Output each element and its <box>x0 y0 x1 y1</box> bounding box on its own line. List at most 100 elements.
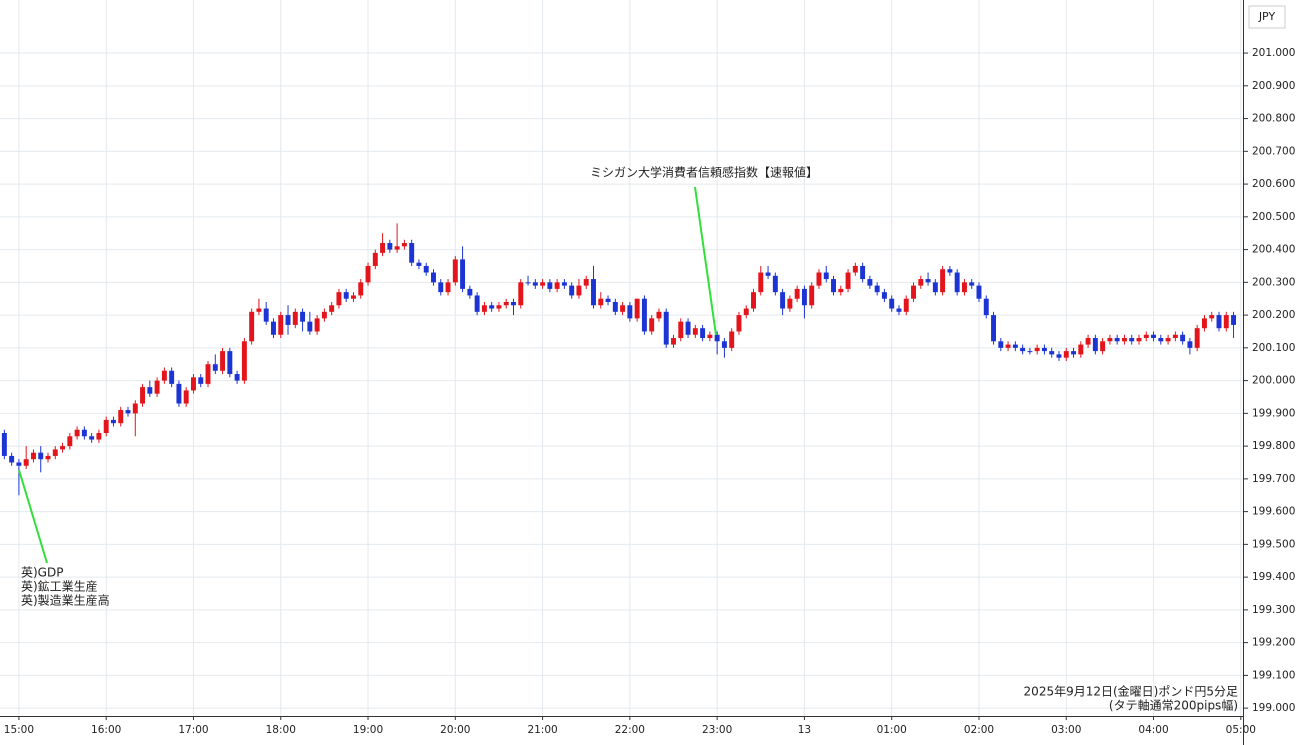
candle-body <box>1231 315 1237 325</box>
candle-body <box>540 282 546 286</box>
candle-body <box>198 377 204 384</box>
candle-body <box>911 285 916 299</box>
annotation-text: 英)GDP <box>21 566 63 580</box>
candle-body <box>881 292 887 299</box>
candle-body <box>721 341 727 348</box>
candle-body <box>889 298 895 309</box>
candle-body <box>1165 338 1171 342</box>
candle-body <box>991 315 997 342</box>
candle-body <box>518 282 524 306</box>
candle-body <box>932 282 938 293</box>
candle-body <box>263 308 269 322</box>
y-tick-label: 200.200 <box>1252 309 1295 321</box>
candle-body <box>89 436 95 440</box>
candle-body <box>416 262 422 266</box>
candle-body <box>649 318 655 332</box>
candle-body <box>220 351 226 371</box>
y-tick-label: 199.000 <box>1252 702 1295 714</box>
candle-body <box>678 321 684 339</box>
candle-body <box>125 410 131 414</box>
candle-body <box>387 243 393 250</box>
candle-body <box>896 308 902 312</box>
candle-body <box>1180 334 1186 342</box>
candle-body <box>1056 354 1062 358</box>
candle-body <box>190 377 196 391</box>
candle-body <box>729 331 735 348</box>
candle-body <box>801 288 807 306</box>
candle-body <box>16 462 22 466</box>
candle-body <box>598 298 604 306</box>
candle-body <box>903 298 909 312</box>
candle-body <box>612 301 618 312</box>
candle-body <box>547 282 553 289</box>
candle-body <box>961 282 967 293</box>
y-tick-label: 200.000 <box>1252 375 1295 387</box>
candle-body <box>1092 338 1098 352</box>
candle-body <box>118 410 124 424</box>
candle-body <box>605 298 611 302</box>
candle-body <box>9 455 15 463</box>
x-tick-label: 15:00 <box>4 724 34 736</box>
candle-body <box>60 446 66 450</box>
candle-body <box>132 403 138 414</box>
candle-body <box>467 288 473 296</box>
candle-body <box>685 321 691 335</box>
x-tick-label: 16:00 <box>91 724 121 736</box>
x-tick-label: 22:00 <box>615 724 645 736</box>
candle-body <box>271 321 276 335</box>
candle-body <box>372 252 378 266</box>
candle-body <box>212 364 218 371</box>
candle-body <box>532 282 538 286</box>
y-tick-label: 200.700 <box>1252 145 1295 157</box>
candle-body <box>772 275 778 293</box>
candle-body <box>634 298 640 319</box>
candle-body <box>983 298 989 316</box>
candle-body <box>758 272 764 293</box>
candle-body <box>351 295 356 299</box>
candle-body <box>1209 315 1215 319</box>
candle-body <box>641 298 647 332</box>
candle-body <box>867 279 873 286</box>
candle-body <box>554 282 560 289</box>
candle-body <box>874 285 880 293</box>
candle-body <box>845 272 851 289</box>
candles <box>1 223 1237 496</box>
candle-body <box>183 390 189 404</box>
x-tick-label: 17:00 <box>178 724 208 736</box>
candle-body <box>380 243 386 253</box>
candle-body <box>925 279 931 283</box>
candle-body <box>431 272 436 283</box>
candle-body <box>947 269 953 273</box>
candle-body <box>1020 347 1026 352</box>
candle-body <box>205 364 211 384</box>
annotation-text: ミシガン大学消費者信頼感指数【速報値】 <box>590 165 818 180</box>
y-tick-label: 199.500 <box>1252 538 1295 550</box>
candle-body <box>1034 347 1040 352</box>
annotation-pointer <box>694 186 717 336</box>
candle-body <box>110 419 116 424</box>
candle-body <box>140 387 146 404</box>
y-tick-label: 200.900 <box>1252 80 1295 92</box>
candle-body <box>474 295 480 312</box>
candle-body <box>74 429 80 437</box>
candle-body <box>671 338 676 345</box>
y-tick-label: 199.100 <box>1252 669 1295 681</box>
y-tick-label: 199.300 <box>1252 604 1295 616</box>
candle-body <box>1071 351 1077 355</box>
candle-body <box>1201 318 1207 329</box>
y-tick-label: 200.400 <box>1252 244 1295 256</box>
candle-body <box>1107 338 1113 342</box>
candle-body <box>52 449 58 456</box>
candle-body <box>707 334 713 339</box>
candle-body <box>1187 341 1193 348</box>
candle-body <box>736 315 742 332</box>
candle-body <box>511 301 516 306</box>
candle-body <box>249 311 255 342</box>
candle-body <box>765 272 771 276</box>
y-tick-label: 200.500 <box>1252 211 1295 223</box>
candle-body <box>1143 334 1149 339</box>
currency-label: JPY <box>1258 10 1276 23</box>
candle-body <box>45 455 51 460</box>
candle-body <box>234 374 240 381</box>
